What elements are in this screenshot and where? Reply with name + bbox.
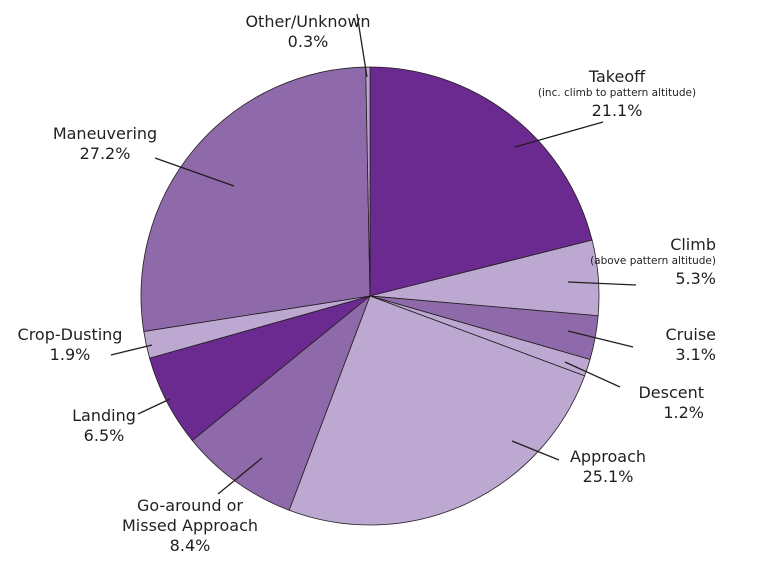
slice-name-go-around-or-missed-approach-1: Go-around or xyxy=(137,496,243,515)
slice-value-approach: 25.1% xyxy=(583,467,634,486)
slice-name-go-around-or-missed-approach-2: Missed Approach xyxy=(122,516,258,535)
leader-line-landing xyxy=(137,398,171,415)
slice-value-cruise: 3.1% xyxy=(675,345,716,364)
slice-name-approach: Approach xyxy=(570,447,646,466)
pie-slice-takeoff xyxy=(369,66,593,297)
pie-slice-approach xyxy=(288,295,586,526)
slice-sublabel-climb: (above pattern altitude) xyxy=(590,255,716,267)
slice-sublabel-takeoff: (inc. climb to pattern altitude) xyxy=(538,87,696,99)
slice-value-climb: 5.3% xyxy=(675,269,716,288)
slice-value-go-around-or-missed-approach: 8.4% xyxy=(170,536,211,555)
leader-line-go-around-or-missed-approach xyxy=(217,457,263,495)
slice-value-maneuvering: 27.2% xyxy=(80,144,131,163)
pie-slice-maneuvering xyxy=(140,66,371,332)
leader-line-descent xyxy=(564,361,621,388)
leader-line-takeoff xyxy=(514,121,604,148)
slice-name-climb: Climb xyxy=(670,235,716,254)
pie-slice-go-around-or-missed-approach xyxy=(191,295,371,511)
slice-labels: Takeoff(inc. climb to pattern altitude) 2… xyxy=(18,12,716,555)
leader-line-cruise xyxy=(567,330,634,348)
leader-line-crop-dusting xyxy=(110,344,153,356)
slice-name-other-unknown: Other/Unknown xyxy=(245,12,370,31)
slice-value-descent: 1.2% xyxy=(663,403,704,422)
slice-name-crop-dusting: Crop-Dusting xyxy=(18,325,123,344)
leader-line-maneuvering xyxy=(154,157,235,187)
slice-label-climb: Climb(above pattern altitude) 5.3% xyxy=(590,235,716,288)
leader-line-other-unknown xyxy=(356,13,368,78)
leader-line-approach xyxy=(511,440,560,461)
leader-line-climb xyxy=(567,281,637,286)
slice-name-landing: Landing xyxy=(72,406,136,425)
slice-value-landing: 6.5% xyxy=(84,426,125,445)
slice-name-maneuvering: Maneuvering xyxy=(53,124,157,143)
slice-value-takeoff: 21.1% xyxy=(592,101,643,120)
pie-slices xyxy=(140,66,600,526)
slice-name-descent: Descent xyxy=(638,383,704,402)
slice-value-crop-dusting: 1.9% xyxy=(50,345,91,364)
slice-label-takeoff: Takeoff(inc. climb to pattern altitude) 2… xyxy=(538,67,696,120)
slice-value-other-unknown: 0.3% xyxy=(288,32,329,51)
leader-lines xyxy=(110,13,637,495)
slice-name-takeoff: Takeoff xyxy=(588,67,646,86)
slice-name-cruise: Cruise xyxy=(665,325,716,344)
